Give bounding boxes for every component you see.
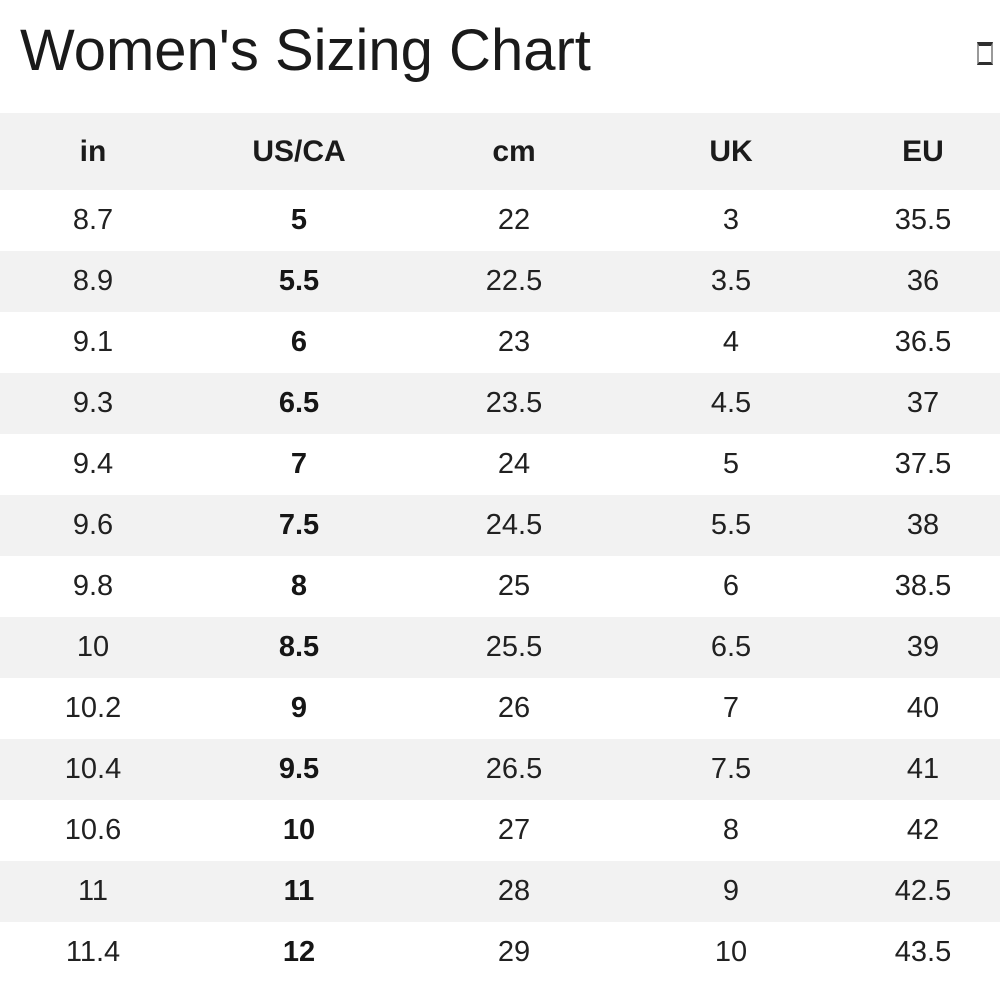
cell-usca: 5 bbox=[290, 204, 308, 236]
cell-cm: 24 bbox=[497, 448, 531, 480]
cell-eu: 42 bbox=[906, 814, 940, 846]
cell-usca: 8 bbox=[290, 570, 308, 602]
cell-uk: 5.5 bbox=[710, 509, 752, 541]
cell-usca: 7.5 bbox=[278, 509, 320, 541]
table-header-row: in US/CA cm UK EU bbox=[0, 113, 1000, 190]
cell-uk: 7.5 bbox=[710, 753, 752, 785]
cell-uk: 4.5 bbox=[710, 387, 752, 419]
cell-usca: 8.5 bbox=[278, 631, 320, 663]
cell-in: 9.6 bbox=[72, 509, 114, 541]
table-body: 8.7 5 22 3 35.5 8.9 5.5 22.5 3.5 36 9.1 … bbox=[0, 190, 1000, 983]
cell-eu: 37 bbox=[906, 387, 940, 419]
cell-usca: 11 bbox=[283, 875, 315, 907]
table-row: 10.2 9 26 7 40 bbox=[0, 678, 1000, 739]
cell-eu: 35.5 bbox=[894, 204, 952, 236]
cell-in: 10.4 bbox=[64, 753, 122, 785]
column-header-usca: US/CA bbox=[186, 113, 412, 190]
cell-in: 10 bbox=[76, 631, 110, 663]
cell-usca: 6 bbox=[290, 326, 308, 358]
cell-cm: 27 bbox=[497, 814, 531, 846]
table-row: 9.8 8 25 6 38.5 bbox=[0, 556, 1000, 617]
cell-eu: 43.5 bbox=[894, 936, 952, 968]
cell-cm: 23 bbox=[497, 326, 531, 358]
page-title: Women's Sizing Chart bbox=[20, 18, 591, 83]
column-header-cm: cm bbox=[412, 113, 616, 190]
cell-eu: 36 bbox=[906, 265, 940, 297]
cell-in: 8.7 bbox=[72, 204, 114, 236]
cell-usca: 5.5 bbox=[278, 265, 320, 297]
cell-cm: 22 bbox=[497, 204, 531, 236]
cell-eu: 36.5 bbox=[894, 326, 952, 358]
cell-usca: 9.5 bbox=[278, 753, 320, 785]
cell-uk: 7 bbox=[722, 692, 740, 724]
table-row: 9.3 6.5 23.5 4.5 37 bbox=[0, 373, 1000, 434]
cell-in: 9.8 bbox=[72, 570, 114, 602]
cell-usca: 7 bbox=[290, 448, 308, 480]
cell-eu: 38 bbox=[906, 509, 940, 541]
cell-eu: 42.5 bbox=[894, 875, 952, 907]
page-header: Women's Sizing Chart bbox=[0, 0, 1000, 113]
table-row: 10.6 10 27 8 42 bbox=[0, 800, 1000, 861]
cell-uk: 10 bbox=[714, 936, 748, 968]
cell-uk: 3 bbox=[722, 204, 740, 236]
cell-cm: 23.5 bbox=[485, 387, 543, 419]
cell-uk: 6.5 bbox=[710, 631, 752, 663]
column-header-in: in bbox=[0, 113, 186, 190]
table-row: 11 11 28 9 42.5 bbox=[0, 861, 1000, 922]
cell-cm: 28 bbox=[497, 875, 531, 907]
cell-cm: 26.5 bbox=[485, 753, 543, 785]
cell-in: 9.4 bbox=[72, 448, 114, 480]
cell-uk: 8 bbox=[722, 814, 740, 846]
cell-eu: 41 bbox=[906, 753, 940, 785]
table-row: 9.1 6 23 4 36.5 bbox=[0, 312, 1000, 373]
cell-usca: 10 bbox=[282, 814, 316, 846]
cell-cm: 25.5 bbox=[485, 631, 543, 663]
cell-cm: 25 bbox=[497, 570, 531, 602]
cell-eu: 40 bbox=[906, 692, 940, 724]
cell-in: 10.6 bbox=[64, 814, 122, 846]
column-header-eu: EU bbox=[846, 113, 1000, 190]
cell-cm: 24.5 bbox=[485, 509, 543, 541]
cell-cm: 26 bbox=[497, 692, 531, 724]
table-row: 10 8.5 25.5 6.5 39 bbox=[0, 617, 1000, 678]
cell-uk: 9 bbox=[722, 875, 740, 907]
column-header-uk: UK bbox=[616, 113, 846, 190]
cell-in: 11 bbox=[77, 875, 109, 907]
cell-uk: 5 bbox=[722, 448, 740, 480]
cell-cm: 22.5 bbox=[485, 265, 543, 297]
cell-in: 11.4 bbox=[65, 936, 121, 968]
table-row: 8.9 5.5 22.5 3.5 36 bbox=[0, 251, 1000, 312]
cell-eu: 38.5 bbox=[894, 570, 952, 602]
table-row: 9.6 7.5 24.5 5.5 38 bbox=[0, 495, 1000, 556]
header-action-icon[interactable] bbox=[977, 42, 993, 65]
cell-uk: 3.5 bbox=[710, 265, 752, 297]
cell-eu: 37.5 bbox=[894, 448, 952, 480]
cell-usca: 12 bbox=[282, 936, 316, 968]
cell-usca: 9 bbox=[290, 692, 308, 724]
sizing-table: in US/CA cm UK EU 8.7 5 22 3 35.5 8.9 5.… bbox=[0, 113, 1000, 983]
cell-uk: 4 bbox=[722, 326, 740, 358]
cell-in: 8.9 bbox=[72, 265, 114, 297]
cell-usca: 6.5 bbox=[278, 387, 320, 419]
table-row: 10.4 9.5 26.5 7.5 41 bbox=[0, 739, 1000, 800]
cell-eu: 39 bbox=[906, 631, 940, 663]
cell-in: 9.1 bbox=[72, 326, 114, 358]
cell-uk: 6 bbox=[722, 570, 740, 602]
table-row: 11.4 12 29 10 43.5 bbox=[0, 922, 1000, 983]
cell-in: 9.3 bbox=[72, 387, 114, 419]
cell-in: 10.2 bbox=[64, 692, 122, 724]
table-row: 9.4 7 24 5 37.5 bbox=[0, 434, 1000, 495]
cell-cm: 29 bbox=[497, 936, 531, 968]
table-row: 8.7 5 22 3 35.5 bbox=[0, 190, 1000, 251]
empty-box-icon bbox=[977, 42, 993, 65]
